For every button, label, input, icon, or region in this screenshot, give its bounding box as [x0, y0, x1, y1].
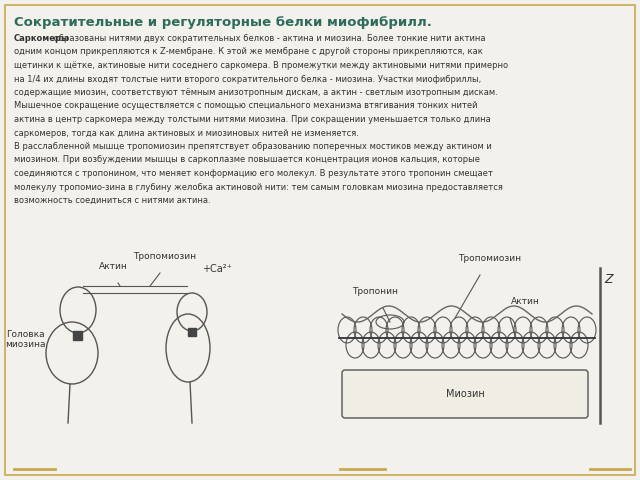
Text: Актин: Актин: [511, 297, 540, 306]
Text: одним концом прикрепляются к Z-мембране. К этой же мембране с другой стороны при: одним концом прикрепляются к Z-мембране.…: [14, 48, 483, 57]
Text: возможность соединиться с нитями актина.: возможность соединиться с нитями актина.: [14, 196, 211, 205]
Text: саркомеров, тогда как длина актиновых и миозиновых нитей не изменяется.: саркомеров, тогда как длина актиновых и …: [14, 129, 359, 137]
Text: соединяются с тропонином, что меняет конформацию его молекул. В результате этого: соединяются с тропонином, что меняет кон…: [14, 169, 493, 178]
Text: щетинки к щётке, актиновые нити соседнего саркомера. В промежутки между актиновы: щетинки к щётке, актиновые нити соседнег…: [14, 61, 508, 70]
Bar: [73, 331, 82, 340]
Text: содержащие миозин, соответствуют тёмным анизотропным дискам, а актин - светлым и: содержащие миозин, соответствуют тёмным …: [14, 88, 498, 97]
FancyBboxPatch shape: [342, 370, 588, 418]
Text: +Ca²⁺: +Ca²⁺: [202, 264, 232, 274]
Text: В расслабленной мышце тропомиозин препятствует образованию поперечных мостиков м: В расслабленной мышце тропомиозин препят…: [14, 142, 492, 151]
Text: Z: Z: [604, 273, 612, 286]
Text: Актин: Актин: [99, 262, 127, 271]
Text: актина в центр саркомера между толстыми нитями миозина. При сокращении уменьшает: актина в центр саркомера между толстыми …: [14, 115, 491, 124]
Text: молекулу тропомио-зина в глубину желобка актиновой нити: тем самым головкам миоз: молекулу тропомио-зина в глубину желобка…: [14, 182, 503, 192]
Text: Сократительные и регуляторные белки миофибрилл.: Сократительные и регуляторные белки миоф…: [14, 16, 432, 29]
Text: Тропомиозин: Тропомиозин: [458, 254, 522, 263]
Text: Саркомеры: Саркомеры: [14, 34, 70, 43]
Bar: [188, 328, 196, 336]
Text: миозином. При возбуждении мышцы в саркоплазме повышается концентрация ионов каль: миозином. При возбуждении мышцы в саркоп…: [14, 156, 480, 165]
Text: на 1/4 их длины входят толстые нити второго сократительного белка - миозина. Уча: на 1/4 их длины входят толстые нити втор…: [14, 74, 481, 84]
Text: образованы нитями двух сократительных белков - актина и миозина. Более тонкие ни: образованы нитями двух сократительных бе…: [51, 34, 486, 43]
Text: Мышечное сокращение осуществляется с помощью специального механизма втягивания т: Мышечное сокращение осуществляется с пом…: [14, 101, 477, 110]
Text: Тропонин: Тропонин: [352, 287, 398, 296]
Text: Миозин: Миозин: [445, 389, 484, 399]
Text: Головка
миозина: Головка миозина: [4, 330, 45, 349]
Text: Тропомиозин: Тропомиозин: [133, 252, 196, 261]
